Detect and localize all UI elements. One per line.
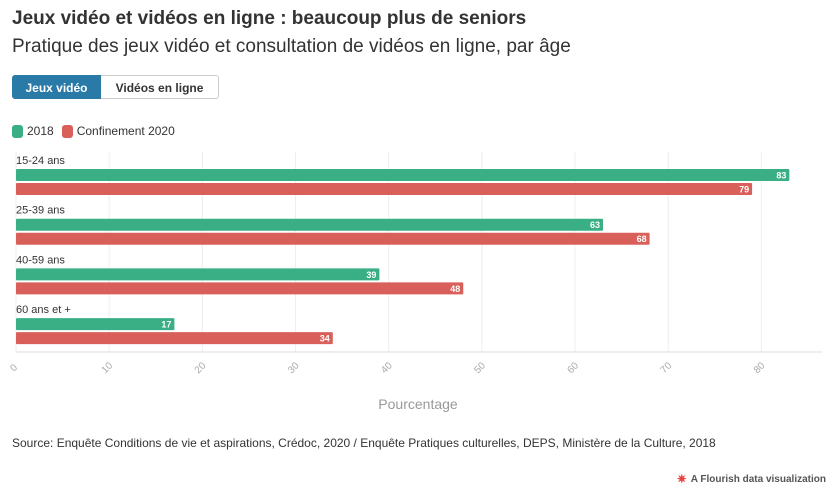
credit-label: A Flourish data visualization [690, 473, 826, 485]
legend-item-2018[interactable]: 2018 [12, 124, 54, 138]
data-label: 17 [161, 320, 171, 330]
x-tick-label: 20 [193, 360, 209, 376]
x-tick-label: 10 [100, 360, 116, 376]
legend: 2018 Confinement 2020 [12, 124, 183, 138]
bar-2020 [16, 183, 753, 195]
bar-2018 [16, 218, 604, 231]
data-label: 79 [739, 185, 749, 195]
data-label: 63 [590, 220, 600, 230]
legend-label-2018: 2018 [27, 124, 54, 138]
chart-subtitle: Pratique des jeux vidéo et consultation … [12, 36, 571, 57]
bar-chart: 0 10 20 30 40 50 60 70 80 15-24 ans 83 79 25-39 ans 6… [8, 152, 822, 412]
chart-title: Jeux vidéo et vidéos en ligne : beaucoup… [12, 8, 527, 29]
x-tick-label: 80 [752, 360, 768, 376]
bar-2018 [16, 169, 790, 181]
data-label: 39 [366, 270, 376, 280]
legend-label-2020: Confinement 2020 [76, 124, 175, 138]
tab-jeux-video[interactable]: Jeux vidéo [12, 75, 101, 99]
legend-swatch-2020 [61, 124, 73, 138]
x-tick-label: 30 [286, 360, 302, 376]
data-label: 68 [637, 234, 647, 244]
bar-2020 [16, 332, 333, 345]
data-label: 34 [320, 334, 330, 344]
category-label: 40-59 ans [16, 254, 65, 266]
source-note: Source: Enquête Conditions de vie et asp… [12, 436, 716, 450]
legend-item-2020[interactable]: Confinement 2020 [61, 124, 175, 138]
category-label: 15-24 ans [16, 155, 65, 167]
tab-bar: Jeux vidéo Vidéos en ligne [12, 75, 219, 99]
x-tick-label: 60 [565, 360, 581, 376]
legend-swatch-2018 [12, 124, 23, 138]
flourish-credit[interactable]: ✷ A Flourish data visualization [677, 472, 826, 486]
category-label: 60 ans et + [16, 304, 71, 316]
x-tick-label: 50 [472, 360, 488, 376]
data-label: 83 [776, 171, 786, 181]
x-tick-label: 0 [8, 362, 20, 374]
category-label: 25-39 ans [16, 205, 65, 217]
x-tick-label: 70 [659, 360, 675, 376]
x-axis-title: Pourcentage [378, 396, 458, 412]
tab-videos-en-ligne[interactable]: Vidéos en ligne [101, 75, 219, 99]
bar-2020 [16, 282, 464, 295]
bar-2018 [16, 268, 380, 281]
bar-2018 [16, 318, 175, 331]
data-label: 48 [450, 284, 460, 294]
flourish-logo-icon: ✷ [676, 472, 687, 486]
x-tick-label: 40 [379, 360, 395, 376]
bar-2020 [16, 232, 650, 245]
